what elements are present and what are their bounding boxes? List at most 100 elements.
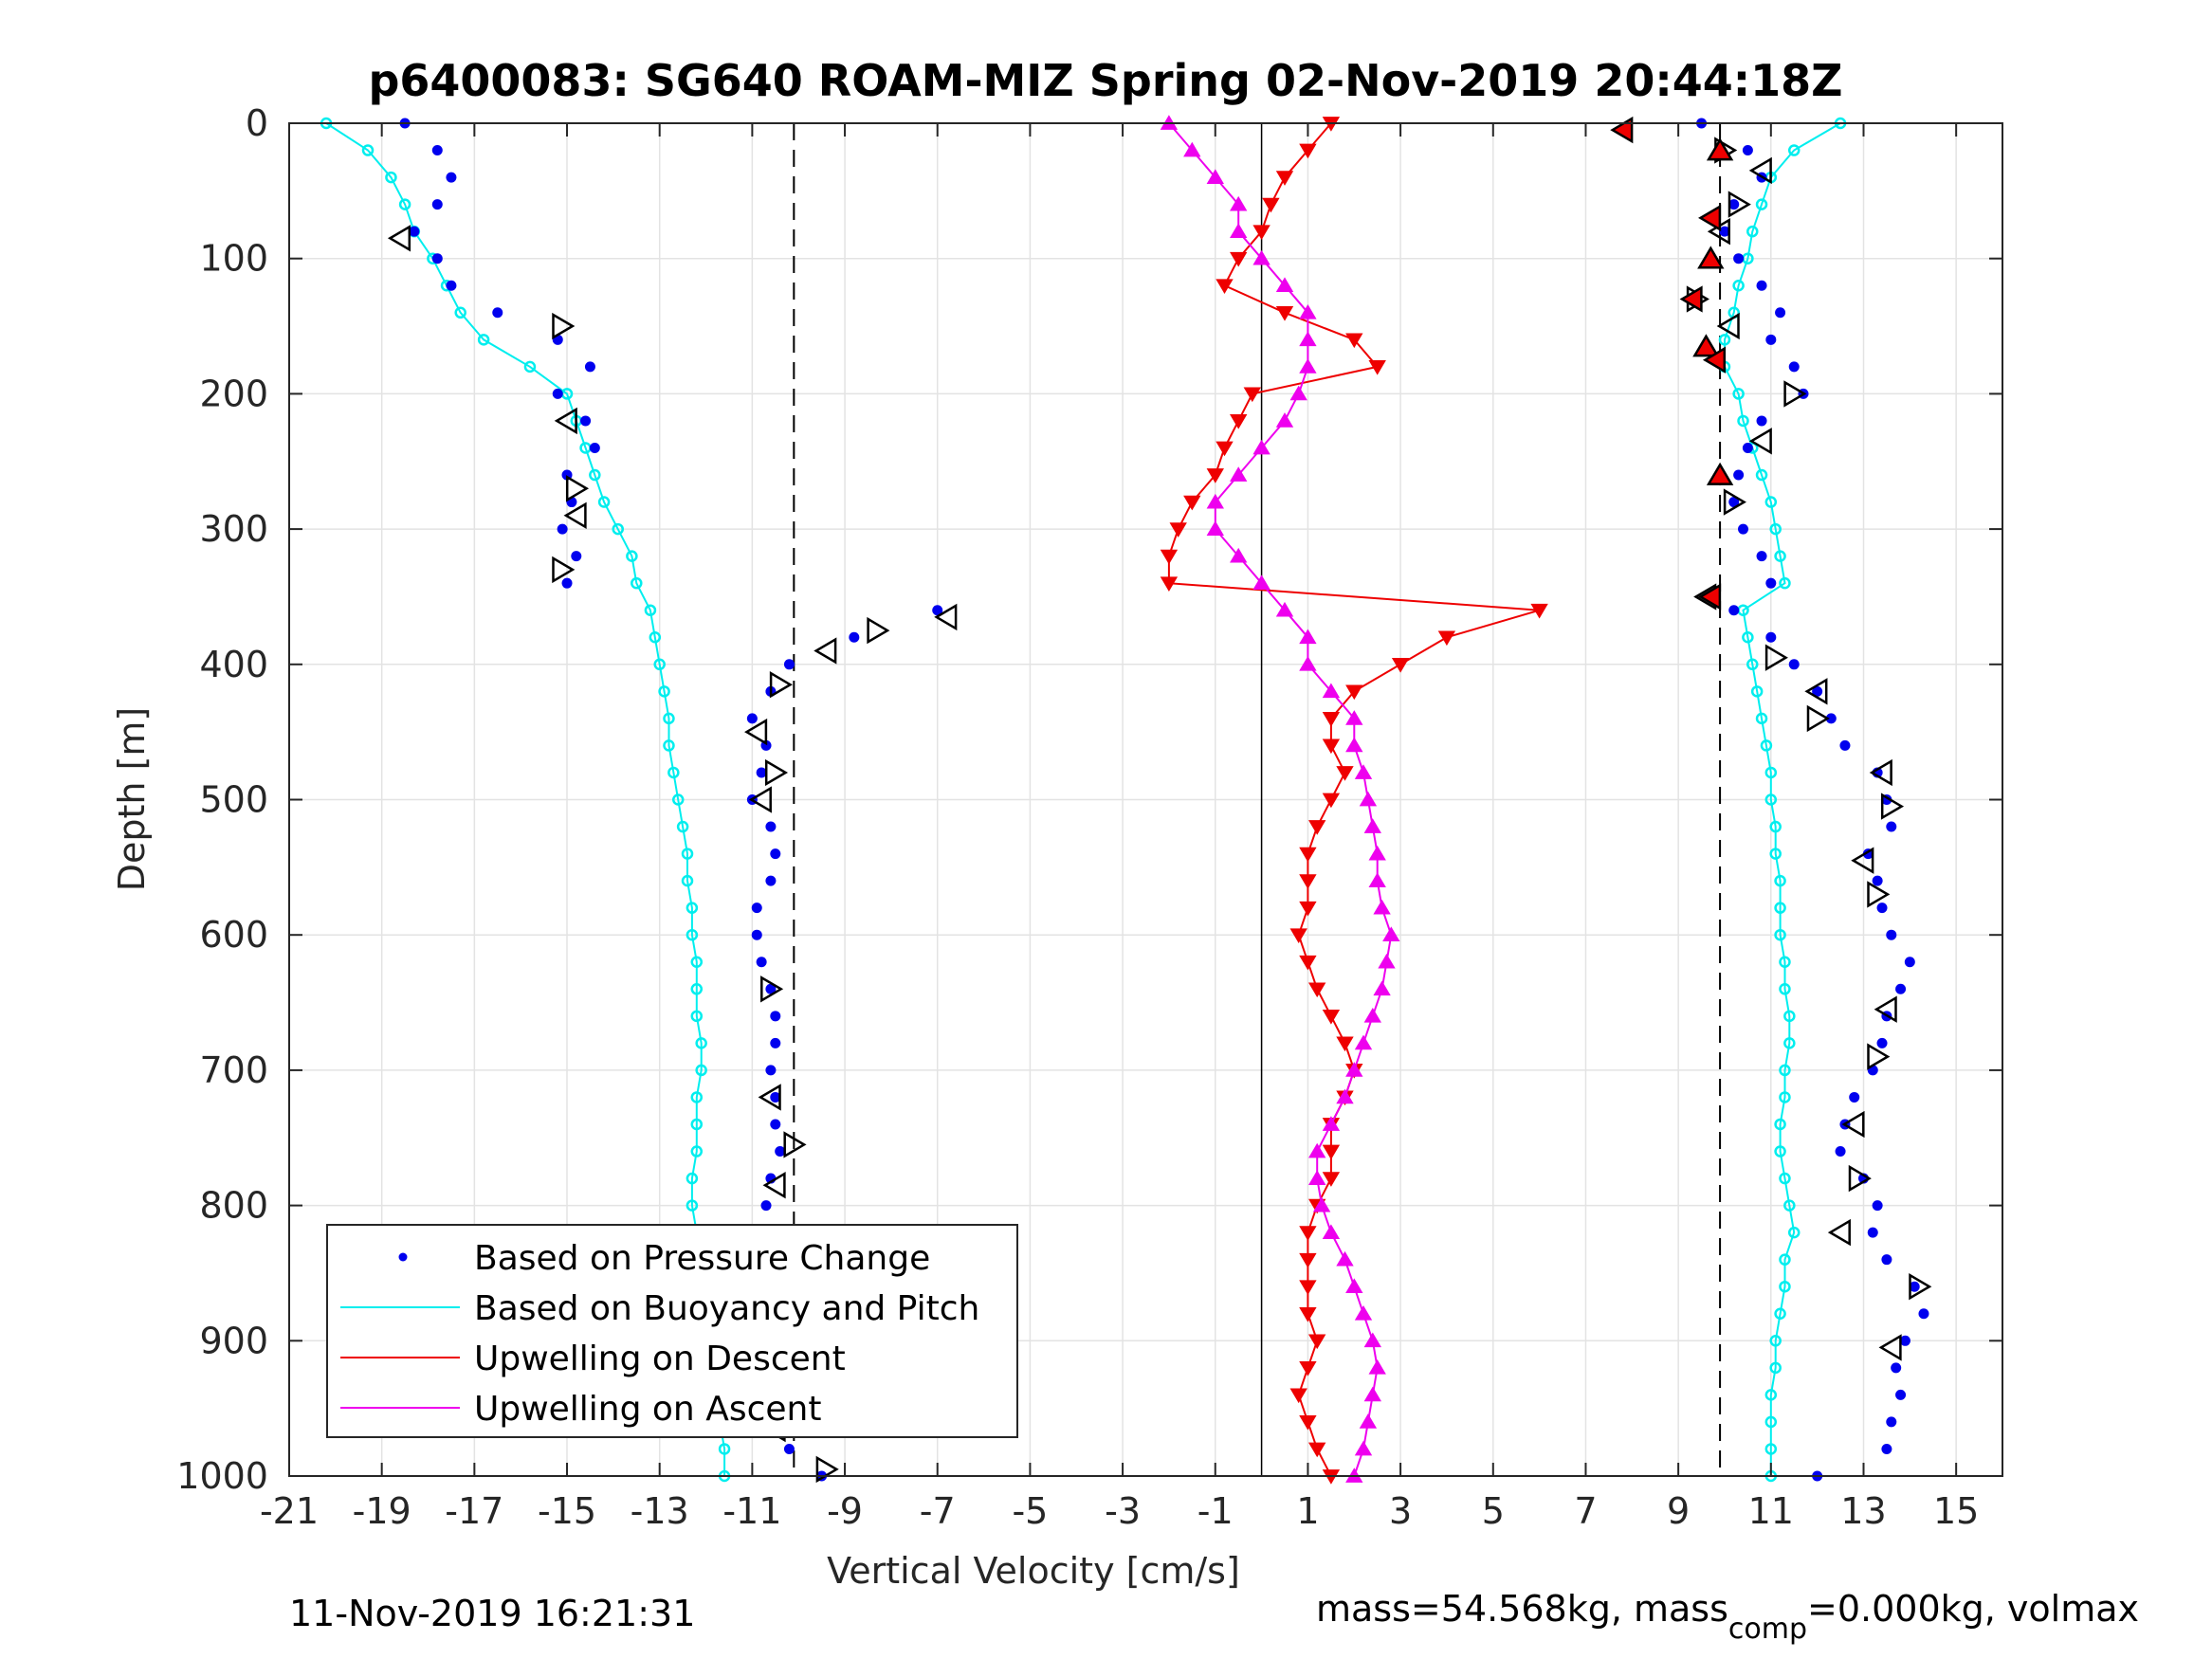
upwelling-ascent-point — [1382, 926, 1400, 942]
x-tick-label: 11 — [1748, 1490, 1794, 1532]
buoyancy-point — [1783, 1010, 1796, 1023]
pressure-change-point — [1918, 1308, 1929, 1320]
buoyancy-point — [454, 306, 466, 319]
y-tick-label: 600 — [199, 914, 268, 956]
pressure-change-point — [1904, 957, 1915, 968]
upwelling-descent-point — [1289, 928, 1307, 943]
y-tick-label: 400 — [199, 644, 268, 685]
pressure-change-point — [1719, 226, 1730, 237]
buoyancy-point — [626, 550, 638, 562]
pressure-change-point — [770, 1011, 781, 1022]
pressure-change-point — [1728, 199, 1740, 210]
x-axis-label: Vertical Velocity [cm/s] — [827, 1550, 1240, 1592]
upwelling-ascent-point — [1252, 249, 1271, 265]
buoyancy-point — [1769, 1335, 1782, 1347]
buoyancy-point — [1746, 225, 1759, 238]
upwelling-ascent-point — [1359, 791, 1378, 807]
buoyancy-point — [1774, 1307, 1786, 1321]
turning-marker — [563, 501, 587, 529]
upwelling-descent-point — [1206, 468, 1224, 483]
upwelling-ascent-point — [1345, 737, 1363, 753]
x-tick-label: 5 — [1482, 1490, 1505, 1532]
upwelling-ascent-point — [1373, 980, 1391, 996]
buoyancy-point — [1774, 928, 1786, 941]
upwelling-descent-point — [1336, 1036, 1354, 1052]
y-tick-label: 900 — [199, 1320, 268, 1361]
buoyancy-point — [1779, 983, 1791, 995]
buoyancy-point — [681, 848, 694, 860]
y-tick-label: 200 — [199, 373, 268, 414]
buoyancy-point — [523, 360, 537, 374]
buoyancy-point — [1774, 1118, 1786, 1131]
upwelling-descent-point — [1299, 143, 1317, 159]
turning-marker — [387, 225, 411, 252]
pressure-change-point — [431, 199, 443, 210]
buoyancy-point — [612, 522, 624, 536]
upwelling-ascent-point — [1345, 1278, 1363, 1294]
turning-marker — [1764, 644, 1788, 671]
upwelling-ascent-point — [1336, 1250, 1354, 1267]
upwelling-descent-point — [1530, 603, 1548, 619]
legend-swatch — [398, 1252, 408, 1262]
buoyancy-point — [1774, 1145, 1786, 1158]
pressure-change-point — [1881, 1443, 1892, 1454]
upwelling-ascent-point — [1354, 1305, 1373, 1321]
pressure-change-point — [1886, 1416, 1897, 1428]
buoyancy-point — [686, 1172, 699, 1185]
pressure-change-point — [446, 280, 457, 291]
turning-marker — [1867, 1043, 1891, 1070]
buoyancy-point — [690, 1145, 704, 1158]
pressure-change-point — [765, 983, 777, 994]
pressure-change-point — [1765, 334, 1777, 345]
buoyancy-point — [1779, 1253, 1791, 1266]
pressure-change-point — [775, 1146, 786, 1158]
turning-marker — [552, 312, 576, 340]
upwelling-descent-point — [1299, 955, 1317, 971]
buoyancy-point — [398, 198, 411, 210]
buoyancy-point — [385, 171, 397, 184]
upwelling-ascent-point — [1230, 195, 1248, 211]
upwelling-descent-point — [1299, 847, 1317, 863]
pressure-change-point — [1825, 713, 1837, 724]
upwelling-descent-point — [1243, 387, 1261, 403]
pressure-change-point — [1742, 145, 1753, 156]
pressure-change-point — [1756, 280, 1767, 291]
buoyancy-point — [663, 739, 675, 752]
pressure-change-point — [751, 902, 762, 914]
pressure-change-point — [561, 577, 573, 589]
upwelling-descent-point — [1275, 305, 1294, 321]
upwelling-ascent-point — [1368, 845, 1386, 861]
turning-marker — [815, 1455, 839, 1484]
upwelling-ascent-point — [1322, 683, 1341, 699]
pressure-change-point — [1835, 1146, 1846, 1158]
y-tick-label: 300 — [199, 508, 268, 550]
turning-marker — [1874, 995, 1897, 1023]
buoyancy-point — [1779, 956, 1791, 968]
pressure-change-point — [409, 226, 420, 237]
legend-label: Upwelling on Ascent — [474, 1390, 821, 1429]
upwelling-ascent-point — [1359, 1413, 1378, 1429]
pressure-change-point — [765, 821, 777, 832]
buoyancy-point — [718, 1443, 731, 1455]
legend-label: Based on Pressure Change — [474, 1239, 930, 1278]
pressure-change-point — [431, 253, 443, 264]
buoyancy-point — [1750, 685, 1764, 698]
buoyancy-point — [1737, 414, 1749, 428]
upwelling-ascent-point — [1373, 899, 1391, 915]
pressure-change-point — [1867, 1227, 1878, 1238]
upwelling-ascent-point — [1354, 764, 1373, 779]
y-tick-label: 500 — [199, 779, 268, 821]
turning-marker — [1723, 488, 1746, 516]
upwelling-ascent-point — [1206, 520, 1224, 536]
buoyancy-point — [1746, 658, 1759, 671]
buoyancy-point — [690, 956, 704, 968]
pressure-change-point — [492, 307, 503, 319]
buoyancy-point — [1732, 279, 1745, 292]
buoyancy-point — [658, 685, 670, 698]
pressure-change-point — [1756, 551, 1767, 562]
buoyancy-point — [1764, 1415, 1778, 1429]
turning-marker — [783, 1131, 807, 1158]
x-tick-label: -11 — [722, 1490, 781, 1532]
buoyancy-point — [1774, 902, 1786, 914]
pressure-change-point — [765, 1065, 777, 1076]
